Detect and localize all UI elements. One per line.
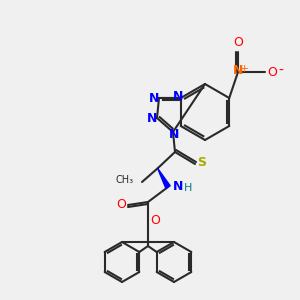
Text: N: N xyxy=(149,92,159,104)
Text: O: O xyxy=(233,37,243,50)
Text: N: N xyxy=(173,181,183,194)
Text: CH₃: CH₃ xyxy=(116,175,134,185)
Text: O: O xyxy=(150,214,160,226)
Text: N: N xyxy=(172,89,183,103)
Text: N: N xyxy=(147,112,157,124)
Text: O: O xyxy=(116,197,126,211)
Text: O: O xyxy=(267,65,277,79)
Text: H: H xyxy=(184,183,192,193)
Text: N: N xyxy=(233,64,243,77)
Polygon shape xyxy=(158,168,170,188)
Text: N: N xyxy=(169,128,179,142)
Text: -: - xyxy=(279,64,283,78)
Text: +: + xyxy=(239,64,249,74)
Text: S: S xyxy=(197,157,206,169)
